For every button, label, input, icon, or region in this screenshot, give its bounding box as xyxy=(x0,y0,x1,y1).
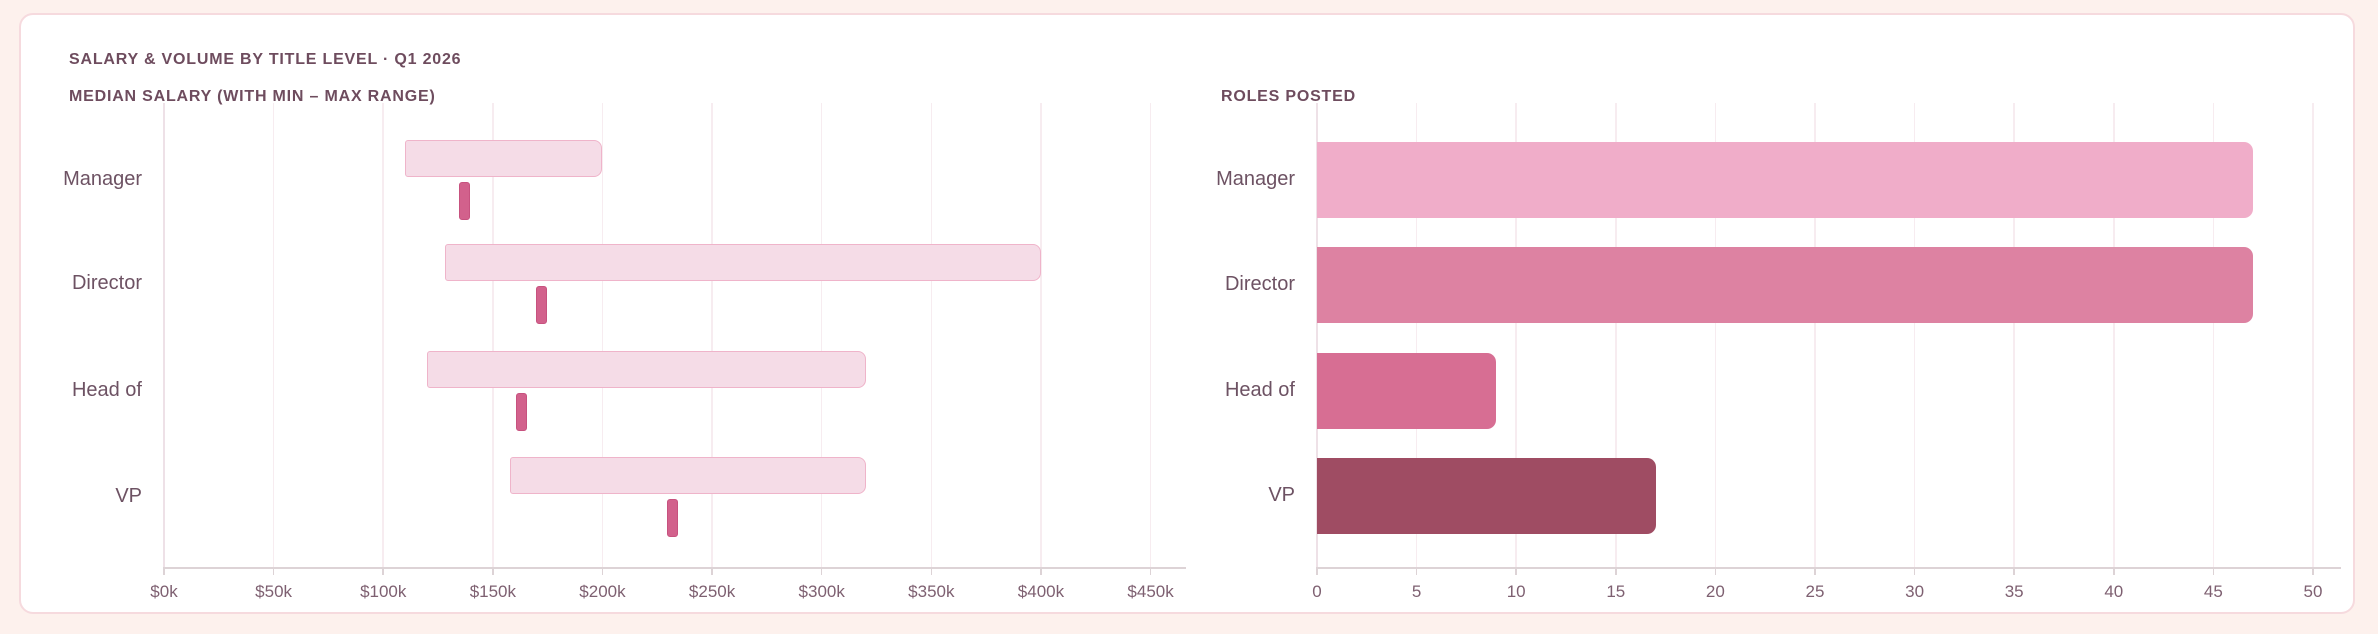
x-axis-tick-label: $200k xyxy=(579,582,626,601)
salary-median-tick xyxy=(535,286,547,324)
roles-posted-bar xyxy=(1317,247,2254,323)
salary-range-chart: $0k $50k $100k $150k $200k $250k $300k $350k $40… xyxy=(63,103,1186,601)
axis-tick-mark xyxy=(163,567,165,575)
page-title: SALARY & VOLUME BY TITLE LEVEL · Q1 2026 xyxy=(69,51,462,68)
axis-tick-mark xyxy=(711,567,713,575)
gridline xyxy=(163,103,165,567)
axis-tick-mark xyxy=(1316,567,1318,575)
axis-tick-mark xyxy=(2312,567,2314,575)
roles-posted-bar xyxy=(1317,142,2254,218)
axis-tick-mark xyxy=(1615,567,1617,575)
category-label: Head of xyxy=(1224,379,1295,401)
roles-posted-bar xyxy=(1317,458,1656,534)
axis-tick-mark xyxy=(2113,567,2115,575)
axis-tick-mark xyxy=(1415,567,1418,575)
axis-tick-mark xyxy=(1149,567,1152,575)
salary-range-bar xyxy=(510,457,866,494)
salary-range-bar xyxy=(427,351,866,388)
gridline xyxy=(2013,103,2015,567)
axis-tick-mark xyxy=(1040,567,1042,575)
x-axis-tick-label: 25 xyxy=(1805,582,1825,601)
category-label: Director xyxy=(71,272,142,294)
salary-median-tick xyxy=(515,393,527,431)
gridline xyxy=(1814,103,1816,567)
gridline xyxy=(1316,103,1318,567)
x-axis-tick-label: $300k xyxy=(798,582,845,601)
roles-posted-bar xyxy=(1317,353,1497,429)
x-axis-tick-label: 10 xyxy=(1506,582,1526,601)
gridline xyxy=(820,103,823,567)
gridline xyxy=(601,103,604,567)
category-label: VP xyxy=(115,485,142,507)
gridline xyxy=(2312,103,2314,567)
salary-median-tick xyxy=(458,182,470,220)
x-axis-tick-label: 5 xyxy=(1411,582,1422,601)
salary-median-tick xyxy=(667,499,679,537)
x-axis-tick-label: $150k xyxy=(469,582,517,601)
gridline xyxy=(711,103,713,567)
x-axis-tick-label: $100k xyxy=(360,582,407,601)
x-axis-tick-label: 30 xyxy=(1905,582,1925,601)
axis-tick-mark xyxy=(1714,567,1717,575)
gridline xyxy=(1515,103,1517,567)
salary-range-bar xyxy=(405,140,603,177)
axis-tick-mark xyxy=(1814,567,1816,575)
category-label: VP xyxy=(1268,484,1295,506)
x-axis-tick-label: $50k xyxy=(255,582,293,601)
gridline xyxy=(1714,103,1717,567)
gridline xyxy=(382,103,384,567)
category-label: Manager xyxy=(1216,168,1295,190)
salary-range-bar xyxy=(444,244,1041,281)
axis-tick-mark xyxy=(930,567,933,575)
x-axis-tick-label: 35 xyxy=(2004,582,2024,601)
gridline xyxy=(1615,103,1617,567)
x-axis-tick-label: $250k xyxy=(688,582,736,601)
x-axis-tick-label: 15 xyxy=(1606,582,1626,601)
axis-tick-mark xyxy=(382,567,384,575)
x-axis-tick-label: 45 xyxy=(2203,582,2223,601)
category-label: Head of xyxy=(71,379,142,401)
gridline xyxy=(2113,103,2115,567)
gridline xyxy=(2212,103,2215,567)
x-axis-tick-label: $450k xyxy=(1127,582,1174,601)
category-label: Manager xyxy=(63,168,142,190)
gridline xyxy=(930,103,933,567)
x-axis-tick-label: 40 xyxy=(2104,582,2124,601)
x-axis-tick-label: $0k xyxy=(150,582,178,601)
gridline xyxy=(1913,103,1916,567)
gridline xyxy=(1149,103,1152,567)
axis-tick-mark xyxy=(492,567,494,575)
axis-tick-mark xyxy=(1913,567,1916,575)
axis-tick-mark xyxy=(2212,567,2215,575)
axis-tick-mark xyxy=(820,567,823,575)
axis-tick-mark xyxy=(1515,567,1517,575)
gridline xyxy=(272,103,275,567)
x-axis-tick-label: $350k xyxy=(908,582,955,601)
axis-tick-mark xyxy=(601,567,604,575)
axis-tick-mark xyxy=(2013,567,2015,575)
salary-chart-title: MEDIAN SALARY (WITH MIN – MAX RANGE) xyxy=(69,88,436,105)
x-axis-tick-label: 0 xyxy=(1312,582,1322,601)
roles-chart-title: ROLES POSTED xyxy=(1221,88,1356,105)
x-axis-tick-label: 20 xyxy=(1705,582,1725,601)
category-label: Director xyxy=(1224,273,1295,295)
axis-tick-mark xyxy=(272,567,275,575)
gridline xyxy=(1040,103,1042,567)
roles-posted-chart: 0 5 10 15 20 25 30 35 40 45 50 Manager Director Head … xyxy=(1216,103,2341,601)
x-axis-tick-label: $400k xyxy=(1017,582,1065,601)
x-axis-tick-label: 50 xyxy=(2303,582,2323,601)
gridline xyxy=(1415,103,1418,567)
gridline xyxy=(492,103,494,567)
